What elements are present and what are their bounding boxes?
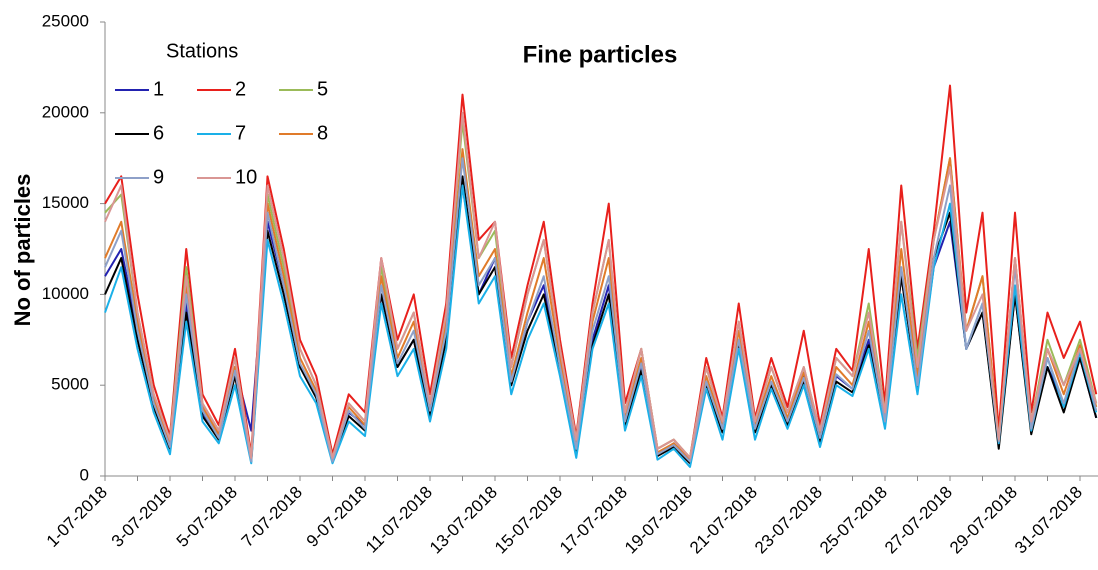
x-tick-label: 19-07-2018	[621, 483, 696, 558]
x-tick-label: 3-07-2018	[108, 483, 176, 551]
chart-title: Fine particles	[523, 41, 678, 68]
x-tick-label: 1-07-2018	[43, 483, 111, 551]
series-line	[104, 184, 1098, 468]
legend-label: 1	[153, 78, 164, 100]
x-tick-label: 31-07-2018	[1011, 483, 1086, 558]
x-tick-label: 5-07-2018	[173, 483, 241, 551]
x-tick-label: 13-07-2018	[426, 483, 501, 558]
x-tick-label: 27-07-2018	[881, 483, 956, 558]
series-line	[104, 111, 1098, 459]
x-tick-label: 25-07-2018	[816, 483, 891, 558]
legend-label: 5	[317, 78, 328, 100]
legend-label: 6	[153, 122, 164, 144]
legend-label: 8	[317, 122, 328, 144]
y-tick-label: 5000	[51, 375, 89, 394]
y-tick-label: 10000	[42, 284, 89, 303]
x-tick-label: 15-07-2018	[491, 483, 566, 558]
legend-label: 9	[153, 166, 164, 188]
x-tick-label: 11-07-2018	[362, 483, 436, 557]
series-line	[104, 84, 1098, 459]
y-axis-title: No of particles	[10, 174, 35, 327]
legend-label: 2	[235, 78, 246, 100]
y-tick-label: 15000	[42, 193, 89, 212]
legend-label: 10	[235, 166, 257, 188]
x-tick-label: 17-07-2018	[556, 483, 631, 558]
series-line	[104, 157, 1098, 463]
y-tick-label: 25000	[42, 11, 89, 30]
x-tick-label: 21-07-2018	[686, 483, 761, 558]
x-tick-label: 23-07-2018	[751, 483, 826, 558]
legend-label: 7	[235, 122, 246, 144]
x-tick-label: 29-07-2018	[946, 483, 1021, 558]
y-tick-label: 0	[80, 465, 89, 484]
legend-title: Stations	[166, 40, 238, 62]
y-tick-label: 20000	[42, 102, 89, 121]
x-tick-label: 7-07-2018	[238, 483, 306, 551]
x-tick-label: 9-07-2018	[303, 483, 371, 551]
